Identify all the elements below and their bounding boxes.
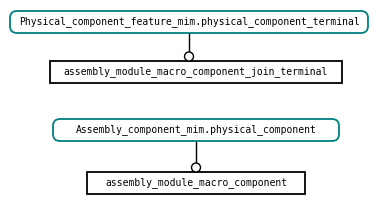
FancyBboxPatch shape xyxy=(10,11,368,33)
Circle shape xyxy=(192,163,200,172)
FancyBboxPatch shape xyxy=(53,119,339,141)
Bar xyxy=(50,61,342,83)
Text: Physical_component_feature_mim.physical_component_terminal: Physical_component_feature_mim.physical_… xyxy=(19,17,359,27)
Bar xyxy=(87,172,305,194)
Text: Assembly_component_mim.physical_component: Assembly_component_mim.physical_componen… xyxy=(75,125,317,135)
Text: assembly_module_macro_component_join_terminal: assembly_module_macro_component_join_ter… xyxy=(64,66,328,78)
Text: assembly_module_macro_component: assembly_module_macro_component xyxy=(105,178,287,189)
Circle shape xyxy=(184,52,194,61)
